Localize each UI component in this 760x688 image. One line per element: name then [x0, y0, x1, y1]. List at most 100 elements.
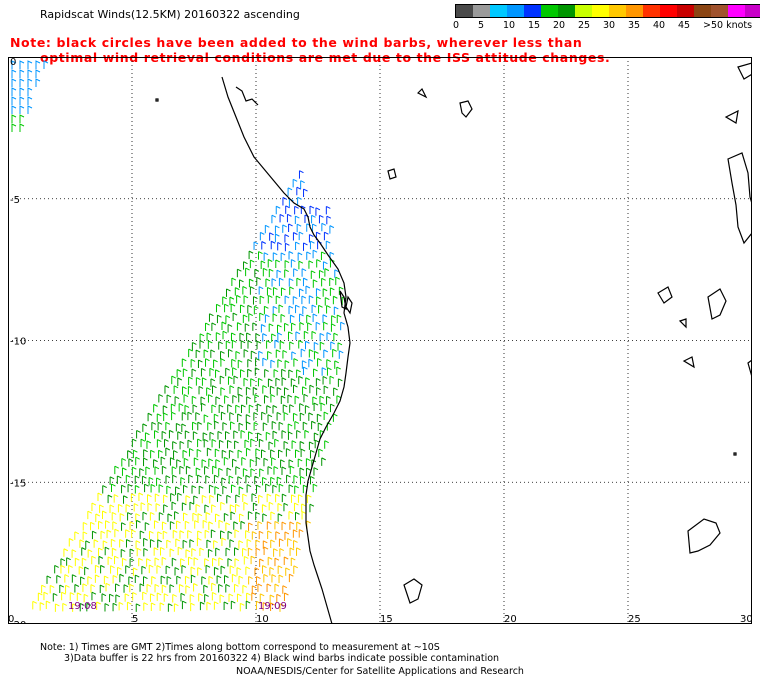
- wind-barb: [114, 555, 119, 565]
- wind-barb: [118, 601, 124, 611]
- wind-barb: [287, 394, 293, 404]
- wind-barb: [136, 519, 141, 529]
- wind-barb: [314, 439, 320, 449]
- colorbar-label: 20: [553, 20, 566, 31]
- wind-barb: [299, 476, 305, 485]
- wind-barb: [230, 303, 236, 312]
- wind-barb: [109, 504, 115, 513]
- wind-barb: [189, 594, 195, 603]
- wind-barb: [185, 549, 191, 558]
- wind-barb: [135, 540, 141, 549]
- wind-barb: [273, 548, 278, 557]
- wind-barb: [280, 314, 286, 323]
- wind-barb: [225, 547, 231, 557]
- wind-barb: [97, 492, 103, 502]
- rodrigues-island: [687, 518, 721, 554]
- wind-barb: [326, 367, 332, 376]
- wind-barb: [206, 601, 212, 611]
- wind-barb: [192, 404, 198, 413]
- wind-barb: [197, 421, 202, 431]
- wind-barb: [284, 295, 290, 304]
- wind-barb: [193, 557, 199, 566]
- wind-barb: [293, 502, 299, 512]
- wind-barb: [236, 322, 242, 331]
- wind-barb: [280, 459, 285, 468]
- wind-barb: [282, 197, 288, 206]
- wind-barb: [166, 576, 172, 585]
- wind-barb: [19, 60, 25, 69]
- wind-barb: [245, 474, 251, 484]
- wind-barb: [138, 492, 144, 502]
- wind-barb: [277, 332, 283, 341]
- wind-barb: [276, 387, 282, 396]
- wind-barb: [197, 567, 202, 576]
- wind-barb: [222, 485, 228, 495]
- wind-barb: [262, 540, 268, 549]
- wind-barb: [104, 546, 110, 556]
- wind-barb: [91, 530, 97, 540]
- colorbar-label: 15: [528, 20, 541, 31]
- wind-barb: [230, 600, 236, 610]
- wind-barb: [287, 431, 293, 440]
- colorbar-swatch: [575, 5, 592, 17]
- wind-barb: [209, 367, 215, 377]
- wind-barb: [144, 522, 150, 531]
- wind-barb: [205, 322, 210, 332]
- wind-barb: [81, 557, 87, 567]
- wind-barb: [267, 378, 273, 387]
- wind-barb: [172, 474, 177, 484]
- wind-barb: [182, 368, 188, 377]
- wind-barb: [156, 565, 162, 574]
- wind-barb: [274, 520, 280, 530]
- wind-barb: [237, 413, 242, 422]
- wind-barb: [232, 367, 237, 376]
- y-tick-label: 0: [10, 57, 16, 68]
- wind-barb: [275, 349, 281, 358]
- wind-barb: [205, 358, 210, 367]
- wind-barb: [154, 583, 160, 593]
- wind-barb: [321, 457, 326, 466]
- wind-barb: [69, 592, 75, 601]
- wind-barb: [181, 423, 187, 432]
- wind-barb: [248, 431, 253, 440]
- africa-coastline: [221, 76, 351, 624]
- wind-barb: [80, 576, 85, 585]
- x-tick-label: 10: [256, 614, 269, 624]
- wind-barb: [187, 530, 192, 539]
- wind-barb: [162, 530, 168, 540]
- wind-barb: [215, 332, 221, 341]
- wind-barb: [27, 87, 33, 96]
- wind-barb: [218, 341, 223, 350]
- wind-barb: [171, 411, 176, 421]
- wind-barb: [177, 431, 182, 440]
- wind-barb: [211, 582, 216, 592]
- wind-barb: [102, 485, 107, 494]
- horn-coast: [235, 86, 259, 106]
- wind-barb: [87, 510, 93, 520]
- wind-barb: [125, 565, 130, 574]
- wind-barb: [269, 567, 275, 576]
- wind-barb: [277, 241, 282, 251]
- wind-barb: [301, 503, 306, 512]
- wind-barb: [71, 549, 77, 558]
- wind-barb: [305, 340, 310, 350]
- wind-barb: [235, 350, 241, 360]
- wind-barb: [235, 466, 241, 475]
- wind-barb: [251, 592, 257, 601]
- wind-barb: [227, 439, 232, 449]
- wind-barb: [236, 567, 242, 576]
- wind-barb: [325, 205, 331, 215]
- colorbar-swatch: [473, 5, 490, 17]
- wind-barb: [245, 386, 251, 396]
- wind-barb: [245, 414, 251, 423]
- wind-barb: [166, 394, 172, 403]
- wind-barb: [110, 565, 115, 574]
- wind-barb: [296, 186, 302, 196]
- wind-barb: [256, 276, 262, 286]
- wind-barb: [267, 466, 273, 475]
- wind-barb: [246, 484, 252, 493]
- wind-barb: [271, 278, 277, 287]
- wind-barb: [190, 602, 195, 612]
- wind-barb: [302, 305, 308, 315]
- wind-barb: [214, 513, 220, 522]
